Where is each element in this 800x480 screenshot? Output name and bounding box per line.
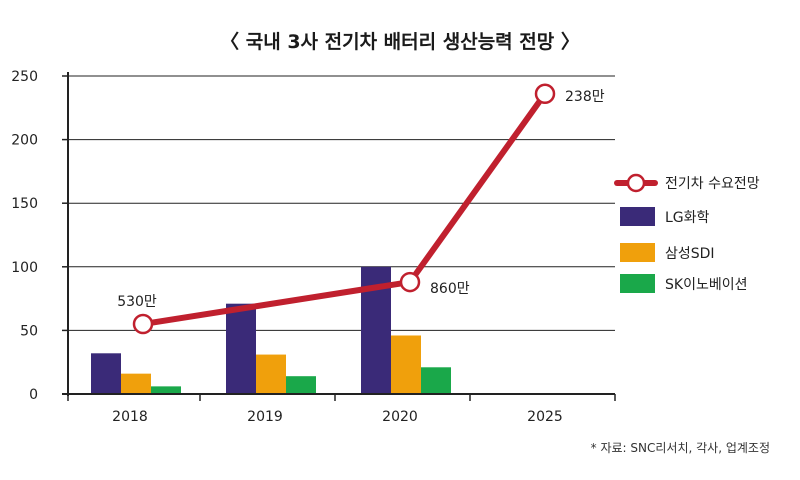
labels-layer: 530만 860만 238만 bbox=[117, 89, 605, 310]
bar-samsung-2019 bbox=[256, 354, 286, 394]
legend: 전기차 수요전망 LG화학 삼성SDI SK이노베이션 bbox=[614, 173, 760, 293]
bar-sk-2018 bbox=[151, 386, 181, 394]
legend-item-sk: SK이노베이션 bbox=[620, 274, 747, 293]
y-tick-label: 0 bbox=[29, 387, 38, 403]
legend-item-lg: LG화학 bbox=[620, 207, 710, 226]
data-label: 530만 bbox=[117, 294, 157, 310]
legend-swatch-lg bbox=[620, 207, 655, 226]
grid-layer bbox=[68, 75, 615, 331]
legend-label-lg: LG화학 bbox=[665, 210, 710, 226]
line-layer bbox=[132, 83, 556, 335]
y-tick-label: 50 bbox=[20, 323, 38, 339]
x-tick-label: 2019 bbox=[247, 409, 283, 425]
ev-demand-point bbox=[399, 271, 421, 293]
legend-swatch-sk bbox=[620, 274, 655, 293]
bar-samsung-2020 bbox=[391, 335, 421, 394]
bar-lg-2018 bbox=[91, 353, 121, 394]
bar-sk-2019 bbox=[286, 376, 316, 394]
legend-item-samsung: 삼성SDI bbox=[620, 243, 715, 262]
legend-label-samsung: 삼성SDI bbox=[665, 246, 715, 262]
y-tick-label: 100 bbox=[11, 260, 38, 276]
bar-lg-2019 bbox=[226, 303, 256, 394]
data-label: 238만 bbox=[565, 89, 605, 105]
y-tick-label: 150 bbox=[11, 196, 38, 212]
source-note: * 자료: SNC리서치, 각사, 업계조정 bbox=[591, 441, 770, 455]
x-tick-label: 2025 bbox=[527, 409, 563, 425]
legend-label-ev-demand: 전기차 수요전망 bbox=[665, 176, 760, 192]
y-tick-label: 200 bbox=[11, 133, 38, 149]
legend-swatch-samsung bbox=[620, 243, 655, 262]
bar-samsung-2018 bbox=[121, 373, 151, 394]
axis-layer: 0 50 100 150 200 250 2018 2019 2020 2025 bbox=[11, 69, 616, 425]
ev-demand-point bbox=[534, 83, 556, 105]
legend-label-sk: SK이노베이션 bbox=[665, 277, 747, 293]
y-tick-label: 250 bbox=[11, 69, 38, 85]
bar-sk-2020 bbox=[421, 367, 451, 394]
ev-demand-point bbox=[132, 313, 154, 335]
legend-marker-ev-demand bbox=[626, 173, 646, 193]
x-tick-label: 2020 bbox=[382, 409, 418, 425]
legend-item-ev-demand: 전기차 수요전망 bbox=[614, 173, 760, 193]
x-tick-label: 2018 bbox=[112, 409, 148, 425]
data-label: 860만 bbox=[430, 281, 470, 297]
chart-title: 〈 국내 3사 전기차 배터리 생산능력 전망 〉 bbox=[220, 30, 580, 53]
ev-demand-line bbox=[140, 90, 548, 328]
